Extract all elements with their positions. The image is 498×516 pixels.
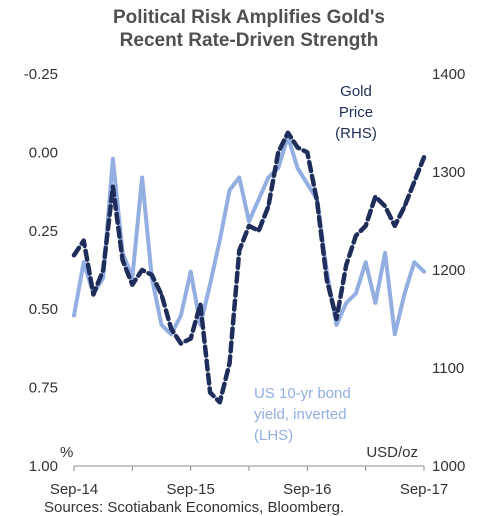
gold-data-point <box>305 150 309 154</box>
gold-data-point <box>422 155 426 159</box>
y-left-tick-label: 0.00 <box>29 144 58 161</box>
gold-data-point <box>334 317 339 321</box>
x-tick-label: Sep-16 <box>283 481 331 498</box>
gold-data-point <box>82 239 86 243</box>
y-left-tick-label: -0.25 <box>24 66 58 83</box>
y-right-tick-label: 1100 <box>432 360 464 377</box>
gold-data-point <box>121 258 125 262</box>
gold-data-point <box>218 400 222 404</box>
chart-title-line-1: Political Risk Amplifies Gold's <box>113 7 385 28</box>
gold-data-point <box>111 185 115 189</box>
y-right-tick-label: 1400 <box>432 66 465 83</box>
yield-data-point <box>383 251 387 255</box>
gold-series-label: Gold <box>340 83 372 100</box>
gold-data-point <box>296 145 300 150</box>
right-axis-unit: USD/oz <box>366 444 418 461</box>
gold-data-point <box>237 248 241 252</box>
yield-data-point <box>412 260 416 264</box>
left-axis-unit: % <box>60 444 73 461</box>
y-right-tick-label: 1300 <box>432 164 465 181</box>
y-left-tick-label: 0.50 <box>29 301 58 318</box>
yield-data-point <box>189 270 193 274</box>
chart-title: Political Risk Amplifies Gold's Recent R… <box>0 6 498 52</box>
yield-data-point <box>334 323 339 327</box>
y-right-tick-label: 1000 <box>432 458 465 475</box>
yield-data-point <box>364 260 368 264</box>
gold-data-point <box>150 273 154 277</box>
yield-data-point <box>179 313 183 318</box>
yield-data-point <box>344 301 348 305</box>
gold-data-point <box>403 204 407 208</box>
gold-data-point <box>228 361 232 365</box>
gold-data-point <box>412 180 416 184</box>
yield-data-point <box>82 260 86 264</box>
x-tick-label: Sep-15 <box>166 481 214 498</box>
yield-data-point <box>140 175 144 180</box>
gold-data-point <box>344 263 348 267</box>
yield-series-label: US 10-yr bond <box>254 385 351 402</box>
yield-data-point <box>403 291 407 296</box>
gold-data-point <box>130 283 134 287</box>
yield-data-point <box>247 219 251 223</box>
labels: Sep-14 Sep-15 Sep-16 Sep-17 -0.25 0.00 0.25 0.5… <box>24 66 466 516</box>
x-tick-label: Sep-17 <box>400 481 448 498</box>
gold-data-point <box>208 390 212 395</box>
gold-data-point <box>159 292 164 297</box>
yield-data-point <box>393 332 397 336</box>
gold-series-line <box>71 130 427 405</box>
gold-data-point <box>364 224 368 228</box>
yield-data-point <box>305 182 309 186</box>
yield-data-point <box>373 301 377 305</box>
y-left-tick-label: 0.25 <box>29 223 58 240</box>
gold-data-point <box>373 194 377 199</box>
gold-data-point <box>91 292 95 297</box>
gold-data-point <box>140 268 144 272</box>
gold-data-point <box>383 204 387 208</box>
x-tick-label: Sep-14 <box>50 481 98 498</box>
gold-data-point <box>179 341 183 346</box>
yield-data-point <box>159 323 164 327</box>
series-layer <box>71 130 427 405</box>
yield-data-point <box>228 188 232 192</box>
gold-data-point <box>257 229 261 233</box>
yield-series-label: yield, inverted <box>254 406 347 423</box>
y-left-tick-label: 0.75 <box>29 380 58 397</box>
gold-data-point <box>354 234 358 238</box>
gold-data-point <box>198 302 202 306</box>
gold-data-point <box>393 224 397 228</box>
yield-data-point <box>237 175 241 180</box>
gold-data-point <box>72 253 76 257</box>
gold-data-point <box>266 204 270 208</box>
gold-data-point <box>247 224 251 228</box>
yield-data-point <box>266 175 270 180</box>
chart-title-line-2: Recent Rate-Driven Strength <box>119 30 379 51</box>
gold-data-point <box>101 268 105 272</box>
yield-data-point <box>208 282 212 286</box>
gold-series-label: Price <box>339 104 373 121</box>
gold-data-point <box>276 150 280 154</box>
gold-series-label: (RHS) <box>335 125 377 142</box>
yield-data-point <box>72 313 76 318</box>
yield-series-label: (LHS) <box>254 427 293 444</box>
yield-data-point <box>111 157 115 161</box>
yield-data-point <box>218 238 222 242</box>
yield-data-point <box>257 197 261 201</box>
y-left-tick-label: 1.00 <box>29 458 58 475</box>
y-right-tick-label: 1200 <box>432 262 465 279</box>
gold-data-point <box>169 327 173 331</box>
yield-data-point <box>354 291 358 296</box>
yield-series-line <box>72 134 426 337</box>
source-note: Sources: Scotiabank Economics, Bloomberg… <box>44 499 344 516</box>
gold-data-point <box>286 131 290 135</box>
gold-data-point <box>325 278 329 282</box>
gold-data-point <box>189 337 193 341</box>
yield-data-point <box>296 166 300 170</box>
axes <box>73 465 425 471</box>
gold-data-point <box>315 199 319 203</box>
yield-data-point <box>422 270 426 274</box>
